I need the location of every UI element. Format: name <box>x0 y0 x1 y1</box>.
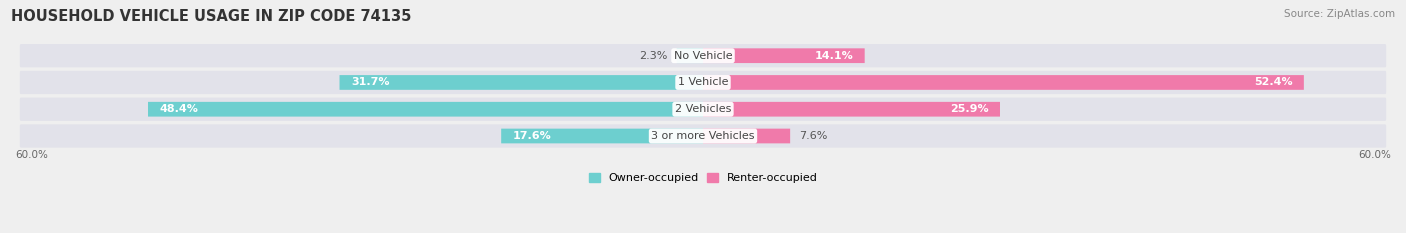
FancyBboxPatch shape <box>339 75 703 90</box>
Text: 60.0%: 60.0% <box>1358 150 1391 160</box>
Text: 2 Vehicles: 2 Vehicles <box>675 104 731 114</box>
FancyBboxPatch shape <box>20 44 1386 67</box>
Text: Source: ZipAtlas.com: Source: ZipAtlas.com <box>1284 9 1395 19</box>
Text: 48.4%: 48.4% <box>159 104 198 114</box>
Text: 17.6%: 17.6% <box>513 131 551 141</box>
Text: 3 or more Vehicles: 3 or more Vehicles <box>651 131 755 141</box>
Text: 60.0%: 60.0% <box>15 150 48 160</box>
Text: 2.3%: 2.3% <box>640 51 668 61</box>
Legend: Owner-occupied, Renter-occupied: Owner-occupied, Renter-occupied <box>583 169 823 188</box>
Text: 7.6%: 7.6% <box>800 131 828 141</box>
FancyBboxPatch shape <box>703 48 865 63</box>
FancyBboxPatch shape <box>703 129 790 143</box>
FancyBboxPatch shape <box>501 129 703 143</box>
Text: 25.9%: 25.9% <box>950 104 988 114</box>
Text: 52.4%: 52.4% <box>1254 77 1292 87</box>
FancyBboxPatch shape <box>703 102 1000 116</box>
Text: 1 Vehicle: 1 Vehicle <box>678 77 728 87</box>
FancyBboxPatch shape <box>676 48 703 63</box>
FancyBboxPatch shape <box>148 102 703 116</box>
Text: HOUSEHOLD VEHICLE USAGE IN ZIP CODE 74135: HOUSEHOLD VEHICLE USAGE IN ZIP CODE 7413… <box>11 9 412 24</box>
FancyBboxPatch shape <box>20 124 1386 148</box>
FancyBboxPatch shape <box>20 71 1386 94</box>
FancyBboxPatch shape <box>20 98 1386 121</box>
Text: 14.1%: 14.1% <box>814 51 853 61</box>
Text: 31.7%: 31.7% <box>352 77 389 87</box>
Text: No Vehicle: No Vehicle <box>673 51 733 61</box>
FancyBboxPatch shape <box>703 75 1303 90</box>
